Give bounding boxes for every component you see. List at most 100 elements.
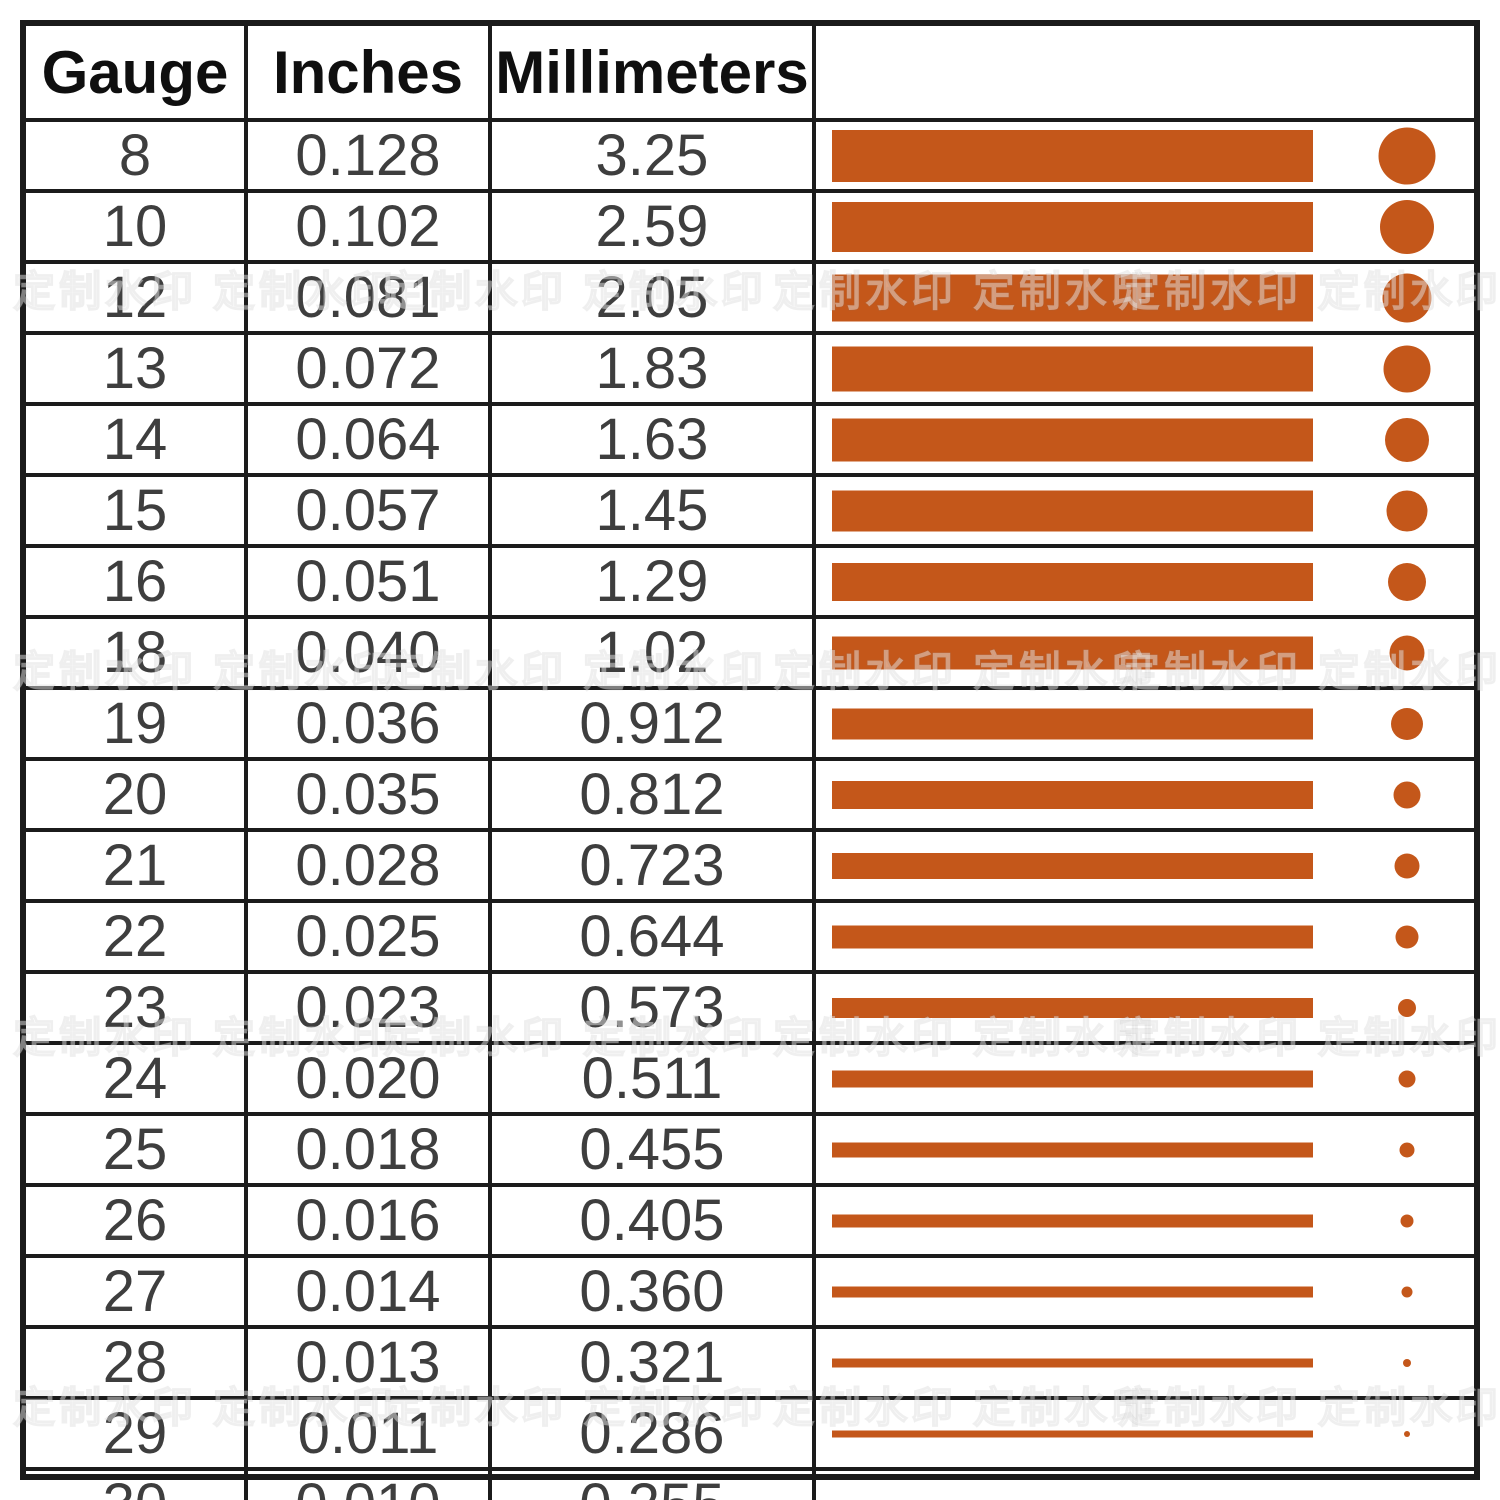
wire-visual-cell bbox=[816, 477, 1474, 548]
wire-thickness-dot bbox=[1394, 853, 1420, 878]
wire-thickness-bar bbox=[832, 418, 1313, 461]
wire-thickness-dot bbox=[1401, 1286, 1413, 1297]
wire-visual-cell bbox=[816, 406, 1474, 477]
wire-thickness-dot bbox=[1388, 562, 1426, 601]
wire-thickness-dot bbox=[1398, 1070, 1416, 1087]
wire-visual-cell bbox=[816, 974, 1474, 1045]
gauge-cell: 25 bbox=[26, 1116, 248, 1187]
gauge-cell: 13 bbox=[26, 335, 248, 406]
wire-visual-cell bbox=[816, 548, 1474, 619]
gauge-cell: 19 bbox=[26, 690, 248, 761]
wire-visual-cell bbox=[816, 690, 1474, 761]
inches-cell: 0.013 bbox=[248, 1329, 492, 1400]
wire-thickness-bar bbox=[832, 201, 1313, 252]
header-gauge: Gauge bbox=[26, 26, 248, 122]
millimeters-cell: 0.455 bbox=[492, 1116, 816, 1187]
header-millimeters: Millimeters bbox=[492, 26, 816, 122]
wire-thickness-bar bbox=[832, 997, 1313, 1018]
wire-thickness-dot bbox=[1400, 1214, 1414, 1227]
millimeters-cell: 2.59 bbox=[492, 193, 816, 264]
inches-cell: 0.010 bbox=[248, 1471, 492, 1500]
wire-thickness-dot bbox=[1378, 127, 1436, 184]
millimeters-cell: 0.573 bbox=[492, 974, 816, 1045]
millimeters-cell: 0.644 bbox=[492, 903, 816, 974]
millimeters-cell: 2.05 bbox=[492, 264, 816, 335]
wire-thickness-bar bbox=[832, 562, 1313, 601]
millimeters-cell: 0.812 bbox=[492, 761, 816, 832]
wire-thickness-dot bbox=[1382, 273, 1432, 322]
gauge-cell: 21 bbox=[26, 832, 248, 903]
inches-cell: 0.016 bbox=[248, 1187, 492, 1258]
wire-thickness-dot bbox=[1389, 635, 1425, 670]
inches-cell: 0.036 bbox=[248, 690, 492, 761]
inches-cell: 0.020 bbox=[248, 1045, 492, 1116]
wire-thickness-bar bbox=[832, 780, 1313, 809]
inches-cell: 0.072 bbox=[248, 335, 492, 406]
gauge-cell: 29 bbox=[26, 1400, 248, 1471]
wire-visual-cell bbox=[816, 1471, 1474, 1500]
wire-thickness-bar bbox=[832, 1430, 1313, 1437]
inches-cell: 0.011 bbox=[248, 1400, 492, 1471]
wire-thickness-dot bbox=[1385, 417, 1429, 462]
inches-cell: 0.018 bbox=[248, 1116, 492, 1187]
inches-cell: 0.023 bbox=[248, 974, 492, 1045]
wire-visual-cell bbox=[816, 1116, 1474, 1187]
gauge-cell: 8 bbox=[26, 122, 248, 193]
millimeters-cell: 1.29 bbox=[492, 548, 816, 619]
millimeters-cell: 0.360 bbox=[492, 1258, 816, 1329]
millimeters-cell: 0.912 bbox=[492, 690, 816, 761]
millimeters-cell: 1.63 bbox=[492, 406, 816, 477]
wire-thickness-dot bbox=[1393, 781, 1421, 808]
header-inches: Inches bbox=[248, 26, 492, 122]
millimeters-cell: 0.723 bbox=[492, 832, 816, 903]
gauge-cell: 27 bbox=[26, 1258, 248, 1329]
wire-thickness-bar bbox=[832, 274, 1313, 321]
header-visual-empty bbox=[816, 26, 1474, 122]
millimeters-cell: 0.511 bbox=[492, 1045, 816, 1116]
wire-thickness-dot bbox=[1399, 1142, 1415, 1157]
wire-thickness-bar bbox=[832, 852, 1313, 879]
gauge-cell: 23 bbox=[26, 974, 248, 1045]
inches-cell: 0.102 bbox=[248, 193, 492, 264]
wire-thickness-bar bbox=[832, 925, 1313, 948]
wire-visual-cell bbox=[816, 832, 1474, 903]
millimeters-cell: 1.02 bbox=[492, 619, 816, 690]
wire-visual-cell bbox=[816, 1400, 1474, 1471]
gauge-cell: 26 bbox=[26, 1187, 248, 1258]
wire-visual-cell bbox=[816, 1329, 1474, 1400]
wire-thickness-dot bbox=[1383, 345, 1431, 392]
wire-thickness-dot bbox=[1386, 490, 1428, 531]
millimeters-cell: 0.405 bbox=[492, 1187, 816, 1258]
wire-thickness-bar bbox=[832, 129, 1313, 182]
wire-visual-cell bbox=[816, 335, 1474, 406]
wire-thickness-bar bbox=[832, 1358, 1313, 1367]
wire-thickness-bar bbox=[832, 1142, 1313, 1157]
gauge-cell: 18 bbox=[26, 619, 248, 690]
inches-cell: 0.128 bbox=[248, 122, 492, 193]
inches-cell: 0.040 bbox=[248, 619, 492, 690]
inches-cell: 0.081 bbox=[248, 264, 492, 335]
inches-cell: 0.025 bbox=[248, 903, 492, 974]
gauge-cell: 28 bbox=[26, 1329, 248, 1400]
gauge-cell: 30 bbox=[26, 1471, 248, 1500]
inches-cell: 0.028 bbox=[248, 832, 492, 903]
millimeters-cell: 1.45 bbox=[492, 477, 816, 548]
wire-thickness-dot bbox=[1398, 998, 1416, 1017]
gauge-cell: 14 bbox=[26, 406, 248, 477]
wire-visual-cell bbox=[816, 122, 1474, 193]
gauge-cell: 22 bbox=[26, 903, 248, 974]
gauge-cell: 20 bbox=[26, 761, 248, 832]
gauge-cell: 24 bbox=[26, 1045, 248, 1116]
inches-cell: 0.057 bbox=[248, 477, 492, 548]
gauge-cell: 12 bbox=[26, 264, 248, 335]
gauge-table: Gauge Inches Millimeters 8 0.128 3.25 10 0.1… bbox=[20, 20, 1480, 1500]
inches-cell: 0.014 bbox=[248, 1258, 492, 1329]
millimeters-cell: 0.286 bbox=[492, 1400, 816, 1471]
wire-visual-cell bbox=[816, 761, 1474, 832]
wire-thickness-bar bbox=[832, 1070, 1313, 1087]
wire-visual-cell bbox=[816, 1045, 1474, 1116]
gauge-cell: 10 bbox=[26, 193, 248, 264]
wire-thickness-dot bbox=[1404, 1430, 1410, 1437]
wire-thickness-bar bbox=[832, 708, 1313, 739]
